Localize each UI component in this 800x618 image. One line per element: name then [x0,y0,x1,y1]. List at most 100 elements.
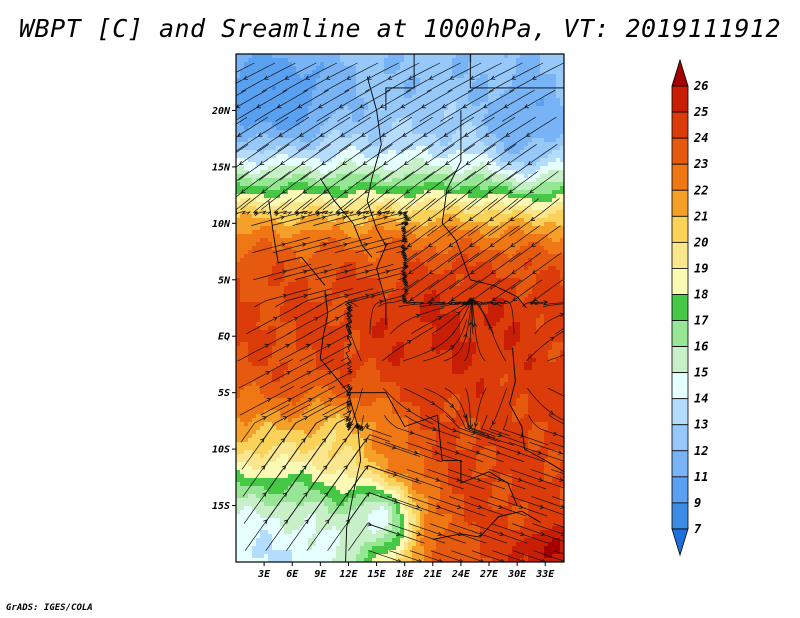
heatmap-cell [392,62,397,67]
heatmap-cell [396,238,401,243]
heatmap-cell [376,78,381,83]
heatmap-cell [424,286,429,291]
heatmap-cell [320,250,325,255]
heatmap-cell [440,222,445,227]
heatmap-cell [556,290,561,295]
heatmap-cell [388,114,393,119]
heatmap-cell [552,206,557,211]
heatmap-cell [556,234,561,239]
heatmap-cell [388,254,393,259]
heatmap-cell [392,114,397,119]
heatmap-cell [240,258,245,263]
heatmap-cell [272,122,277,127]
heatmap-cell [288,150,293,155]
heatmap-cell [284,226,289,231]
heatmap-cell [344,62,349,67]
heatmap-cell [292,242,297,247]
heatmap-cell [480,162,485,167]
heatmap-cell [332,270,337,275]
heatmap-cell [376,282,381,287]
heatmap-cell [376,106,381,111]
heatmap-cell [376,90,381,95]
heatmap-cell [460,174,465,179]
heatmap-cell [524,214,529,219]
heatmap-cell [412,222,417,227]
heatmap-cell [300,130,305,135]
heatmap-cell [440,186,445,191]
heatmap-cell [424,222,429,227]
heatmap-cell [552,238,557,243]
heatmap-cell [464,110,469,115]
heatmap-cell [404,110,409,115]
heatmap-cell [424,182,429,187]
heatmap-cell [468,186,473,191]
heatmap-cell [332,238,337,243]
heatmap-cell [440,98,445,103]
heatmap-cell [416,182,421,187]
heatmap-cell [348,170,353,175]
heatmap-cell [240,290,245,295]
heatmap-cell [504,162,509,167]
heatmap-cell [540,106,545,111]
heatmap-cell [452,210,457,215]
heatmap-cell [284,90,289,95]
heatmap-cell [236,118,241,123]
heatmap-cell [432,102,437,107]
heatmap-cell [552,282,557,287]
heatmap-cell [308,62,313,67]
heatmap-cell [420,102,425,107]
heatmap-cell [340,106,345,111]
heatmap-cell [512,146,517,151]
heatmap-cell [452,58,457,63]
heatmap-cell [332,290,337,295]
heatmap-cell [388,210,393,215]
heatmap-cell [500,286,505,291]
heatmap-cell [356,198,361,203]
heatmap-cell [336,114,341,119]
heatmap-cell [556,230,561,235]
heatmap-cell [412,146,417,151]
heatmap-cell [512,230,517,235]
heatmap-cell [552,94,557,99]
heatmap-cell [536,194,541,199]
heatmap-cell [432,230,437,235]
heatmap-cell [416,254,421,259]
heatmap-cell [500,234,505,239]
heatmap-cell [324,234,329,239]
heatmap-cell [284,198,289,203]
heatmap-cell [376,222,381,227]
heatmap-cell [340,294,345,299]
heatmap-cell [508,66,513,71]
heatmap-cell [532,70,537,75]
heatmap-cell [452,278,457,283]
heatmap-cell [524,282,529,287]
heatmap-cell [416,198,421,203]
heatmap-cell [460,150,465,155]
heatmap-cell [284,158,289,163]
heatmap-cell [408,58,413,63]
heatmap-cell [492,250,497,255]
heatmap-cell [508,154,513,159]
heatmap-cell [300,198,305,203]
heatmap-cell [236,258,241,263]
heatmap-cell [360,286,365,291]
heatmap-cell [476,290,481,295]
heatmap-cell [496,54,501,59]
heatmap-cell [552,62,557,67]
heatmap-cell [236,62,241,67]
heatmap-cell [472,154,477,159]
heatmap-cell [460,178,465,183]
heatmap-cell [308,202,313,207]
heatmap-cell [472,70,477,75]
heatmap-cell [236,74,241,79]
heatmap-cell [504,94,509,99]
heatmap-cell [492,214,497,219]
heatmap-cell [312,166,317,171]
heatmap-cell [544,154,549,159]
heatmap-cell [464,142,469,147]
heatmap-cell [264,110,269,115]
heatmap-cell [328,286,333,291]
heatmap-cell [416,118,421,123]
heatmap-cell [248,214,253,219]
heatmap-cell [240,170,245,175]
